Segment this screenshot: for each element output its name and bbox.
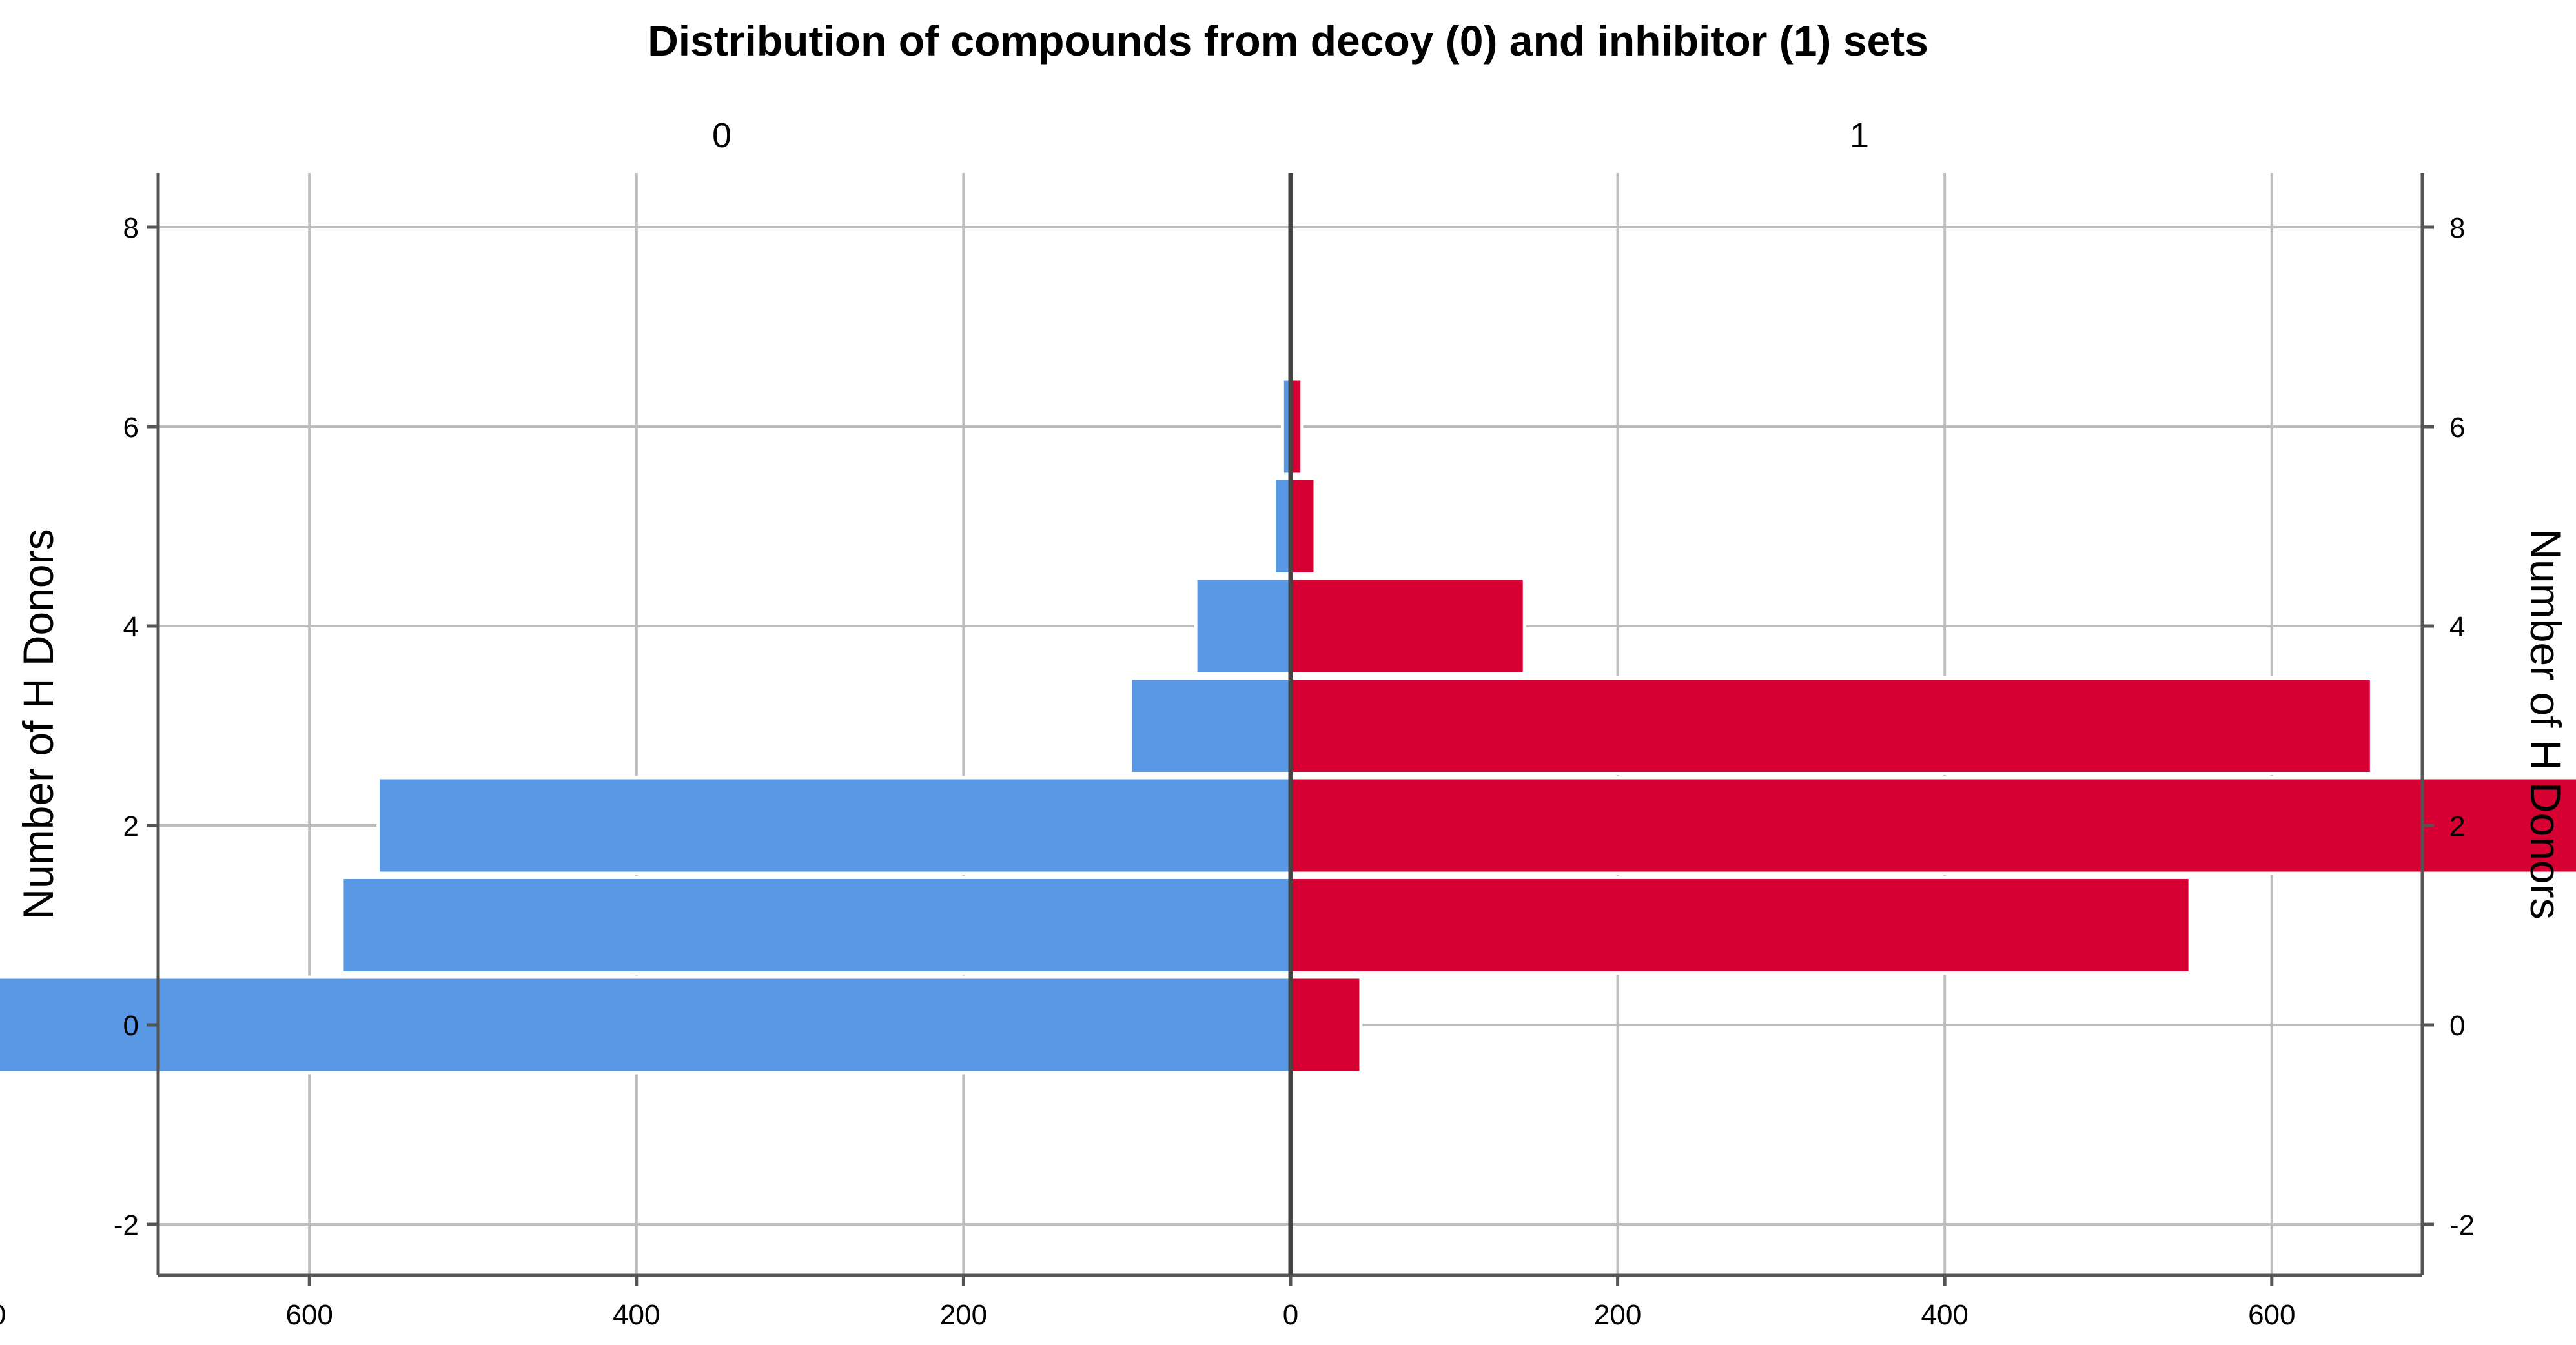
y-tick-label-left: 0 — [123, 1010, 139, 1042]
x-tick-label-right: 200 — [1594, 1299, 1641, 1331]
bar-inhibitor-1 — [1289, 876, 2192, 975]
y-axis-title-left: Number of H Donors — [14, 529, 62, 919]
panel-label-right: 1 — [1850, 116, 1869, 155]
panel-label-left: 0 — [712, 116, 731, 155]
tick-labels-layer: 86420-286420-212001000800600400200020040… — [0, 212, 2576, 1331]
x-tick-label-left: 600 — [285, 1299, 332, 1331]
bars-layer — [0, 278, 2576, 1075]
bar-inhibitor-0 — [1289, 975, 1363, 1075]
y-tick-label-left: 8 — [123, 212, 139, 244]
bar-decoy-3 — [1129, 676, 1293, 775]
x-tick-label-left: 800 — [0, 1299, 6, 1331]
y-tick-label-right: 6 — [2449, 412, 2465, 443]
y-tick-label-right: 4 — [2449, 611, 2465, 643]
bar-decoy-5 — [1273, 477, 1293, 576]
x-tick-label-left: 400 — [613, 1299, 660, 1331]
y-tick-label-left: 4 — [123, 611, 139, 643]
chart-title: Distribution of compounds from decoy (0)… — [648, 17, 1928, 65]
bar-decoy-1 — [340, 876, 1293, 975]
bar-inhibitor-3 — [1289, 676, 2373, 775]
bar-inhibitor-5 — [1289, 477, 1317, 576]
x-tick-label-left: 0 — [1283, 1299, 1298, 1331]
bar-decoy-0 — [0, 975, 1293, 1075]
bar-inhibitor-4 — [1289, 576, 1526, 676]
y-tick-label-right: 2 — [2449, 811, 2465, 842]
y-tick-label-right: 8 — [2449, 212, 2465, 244]
y-tick-label-left: 6 — [123, 412, 139, 443]
y-axis-title-right: Number of H Donors — [2522, 529, 2570, 919]
x-tick-label-right: 400 — [1921, 1299, 1968, 1331]
x-tick-label-right: 800 — [2575, 1299, 2576, 1331]
x-tick-label-right: 600 — [2248, 1299, 2295, 1331]
y-tick-label-right: -2 — [2449, 1209, 2475, 1241]
bar-decoy-4 — [1194, 576, 1293, 676]
y-tick-label-right: 0 — [2449, 1010, 2465, 1042]
bar-decoy-2 — [376, 776, 1293, 875]
x-tick-label-left: 200 — [940, 1299, 987, 1331]
y-tick-label-left: -2 — [114, 1209, 139, 1241]
bar-inhibitor-2 — [1289, 776, 2576, 875]
y-tick-label-left: 2 — [123, 811, 139, 842]
